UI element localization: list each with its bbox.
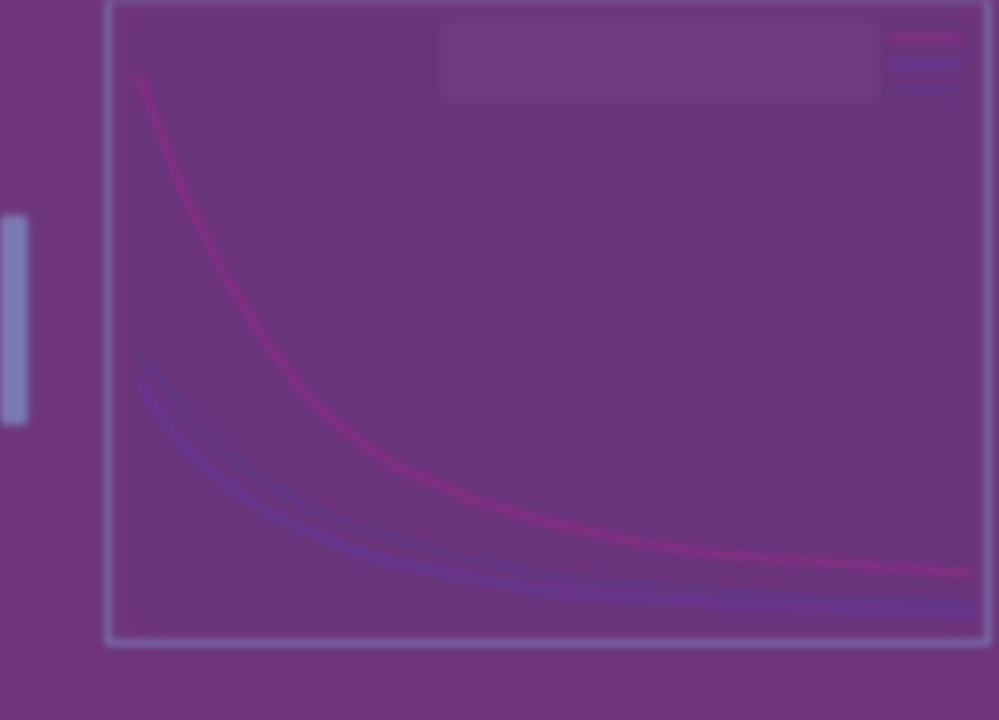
series-line-2 [138, 382, 974, 615]
axes-frame [106, 0, 990, 645]
series-line-3 [138, 351, 974, 606]
series-layer [138, 77, 974, 615]
legend-box [440, 18, 880, 104]
series-line-1 [138, 77, 974, 576]
legend [440, 18, 960, 104]
y-axis-label-block [0, 215, 28, 425]
plot-background [136, 14, 976, 632]
y-axis [0, 215, 28, 425]
